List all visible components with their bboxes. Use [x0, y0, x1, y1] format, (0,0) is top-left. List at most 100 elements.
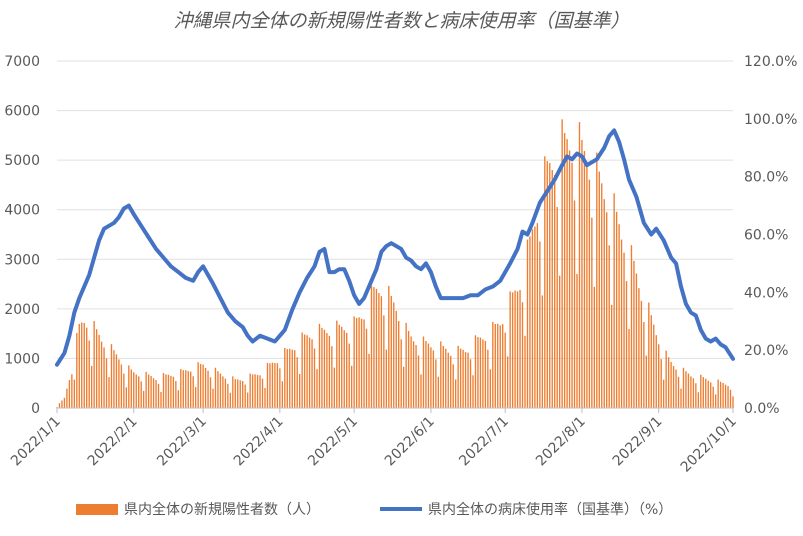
bar: [152, 378, 155, 408]
bar: [410, 336, 412, 408]
bar: [722, 382, 724, 408]
bar: [150, 376, 152, 408]
bar: [360, 318, 363, 408]
bar: [519, 289, 521, 408]
bar: [732, 396, 734, 408]
bar: [140, 381, 142, 408]
bar: [452, 364, 454, 408]
bar: [630, 245, 633, 408]
bar: [707, 380, 709, 408]
bar: [506, 356, 509, 408]
x-tick-label: 2022/3/1: [154, 414, 210, 470]
y-left-tick-label: 7000: [4, 54, 40, 70]
bar: [375, 288, 378, 408]
bar: [714, 394, 717, 408]
y-right-tick-label: 20.0%: [744, 343, 788, 359]
bar: [400, 339, 402, 408]
x-tick-label: 2022/8/1: [533, 414, 589, 470]
legend-item-line: 県内全体の病床使用率（国基準）（%）: [380, 499, 672, 519]
bar: [447, 352, 449, 408]
bar: [457, 345, 459, 408]
bar: [459, 348, 462, 408]
bar: [142, 390, 145, 408]
bar: [212, 388, 214, 408]
bar: [667, 357, 670, 408]
gridlines: [57, 60, 733, 359]
bar: [623, 252, 625, 408]
bar: [697, 392, 700, 408]
bar: [474, 335, 477, 408]
bar: [502, 324, 504, 408]
bar: [662, 379, 665, 408]
bar: [185, 370, 187, 408]
y-right-tick-label: 0.0%: [744, 401, 780, 417]
bar: [653, 324, 655, 408]
line-series: [55, 128, 735, 367]
bar: [603, 199, 605, 408]
legend-item-bar: 県内全体の新規陽性者数（人）: [76, 499, 320, 519]
bar: [286, 349, 288, 408]
bar: [239, 380, 241, 408]
bar: [294, 350, 296, 408]
bar: [326, 333, 328, 408]
bar: [147, 374, 150, 408]
bar: [395, 310, 397, 408]
bar: [341, 326, 343, 408]
bar: [120, 364, 123, 408]
bar: [484, 340, 487, 408]
bar: [214, 367, 217, 408]
bar: [509, 291, 511, 408]
bar: [712, 386, 714, 408]
bar: [251, 374, 254, 408]
y-left-tick-label: 6000: [4, 104, 40, 120]
bar: [199, 363, 202, 408]
bar: [526, 239, 529, 408]
bar: [167, 374, 170, 408]
bar: [524, 335, 526, 408]
bar: [665, 350, 667, 408]
bar: [224, 378, 227, 408]
x-tick-label: 2022/10/1: [678, 414, 740, 476]
bar: [606, 212, 608, 408]
bar: [566, 139, 568, 408]
bar: [640, 300, 643, 408]
bar: [58, 403, 61, 408]
bar: [489, 369, 492, 408]
bar: [373, 287, 375, 408]
bar: [76, 333, 78, 408]
bar: [672, 366, 675, 408]
y-right-tick-label: 120.0%: [744, 54, 797, 70]
bar: [237, 379, 239, 408]
bar: [289, 348, 291, 408]
bar: [303, 334, 306, 408]
bar: [546, 161, 548, 408]
bar: [598, 171, 600, 408]
bar: [165, 374, 167, 408]
bar: [350, 365, 353, 408]
bar: [259, 375, 261, 408]
bar: [591, 217, 593, 408]
bar: [568, 150, 571, 408]
bar: [108, 377, 110, 408]
bar: [407, 330, 410, 408]
bar: [328, 335, 331, 408]
x-axis: 2022/1/1 2022/2/1 2022/3/1 2022/4/1 2022/5/1…: [8, 407, 740, 476]
bar: [244, 384, 246, 408]
y-axis-left: 0 1000 2000 3000 4000 5000 6000 7000: [4, 54, 40, 417]
bar: [677, 376, 680, 408]
bar: [539, 241, 541, 408]
bar: [430, 347, 432, 408]
bar: [727, 386, 729, 408]
bar: [162, 373, 165, 408]
y-left-tick-label: 4000: [4, 203, 40, 219]
bar: [551, 169, 553, 408]
bar: [675, 369, 677, 408]
bar: [710, 382, 712, 408]
bar: [160, 392, 162, 408]
bar: [202, 364, 204, 408]
bar: [554, 175, 556, 408]
bar: [388, 285, 390, 408]
bar: [402, 366, 405, 408]
bar: [311, 339, 313, 408]
